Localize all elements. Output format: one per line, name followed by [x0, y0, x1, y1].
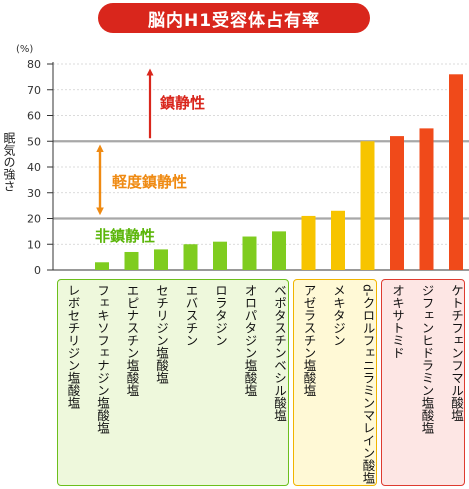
bar — [301, 215, 316, 270]
y-tick-label: 40 — [27, 161, 41, 174]
y-unit-label: (%) — [16, 44, 33, 55]
x-tick-label: エピナスチン塩酸塩 — [124, 284, 140, 397]
zone-label-sedative: 鎮静性 — [160, 94, 206, 112]
bar — [183, 244, 198, 270]
bar — [360, 141, 375, 270]
x-tick-label: エバスチン — [183, 284, 199, 347]
zone-label-non-sedative: 非鎮静性 — [95, 227, 156, 245]
y-tick-label: 80 — [27, 58, 41, 71]
gridlines — [53, 63, 469, 245]
x-tick-label: ケトチフェンフマル酸塩 — [449, 284, 464, 422]
x-tick-label: オロパタジン塩酸塩 — [242, 284, 258, 397]
bar — [390, 136, 404, 270]
x-tick-label: セチリジン塩酸塩 — [154, 284, 169, 384]
group-box-sedative — [381, 279, 465, 486]
x-tick-label: メキタジン — [331, 284, 346, 347]
x-tick-label: ベポタスチンベシル酸塩 — [272, 284, 287, 422]
zone-arrows — [96, 68, 154, 216]
bar — [242, 236, 257, 270]
y-tick-label: 10 — [27, 238, 41, 251]
bar — [272, 231, 286, 270]
bar — [95, 262, 109, 270]
y-tick-label: 20 — [27, 213, 41, 226]
group-box-non-sedative — [57, 279, 289, 486]
chart-title: 脳内H1受容体占有率 — [98, 3, 370, 33]
y-axis-label: 眠気の強さ — [2, 132, 16, 192]
x-tick-label: ロラタジン — [213, 284, 228, 347]
x-tick-label: レボセチリジン塩酸塩 — [65, 284, 81, 409]
x-tick-label: フェキソフェナジン塩酸塩 — [95, 284, 110, 434]
bar — [449, 74, 463, 270]
y-tick-label: 50 — [27, 135, 41, 148]
bar — [331, 210, 345, 270]
y-ticks: 0 10 20 30 40 50 60 70 80 — [27, 58, 469, 277]
y-tick-label: 60 — [27, 110, 41, 123]
bar — [154, 249, 168, 270]
zone-label-mild: 軽度鎮静性 — [112, 173, 188, 191]
y-tick-label: 70 — [27, 84, 41, 97]
x-tick-label: オキサトミド — [390, 284, 405, 359]
x-tick-label: d-クロルフェニラミンマレイン酸塩 — [360, 284, 376, 484]
bars — [95, 74, 463, 270]
x-tick-label: アゼラスチン塩酸塩 — [301, 284, 317, 397]
bar — [419, 128, 434, 270]
y-tick-label: 30 — [27, 187, 41, 200]
y-tick-label: 0 — [34, 264, 41, 277]
group-box-mild — [293, 279, 377, 486]
x-tick-label: ジフェンヒドラミン塩酸塩 — [419, 284, 435, 434]
bar — [213, 241, 227, 270]
bar — [124, 251, 139, 270]
